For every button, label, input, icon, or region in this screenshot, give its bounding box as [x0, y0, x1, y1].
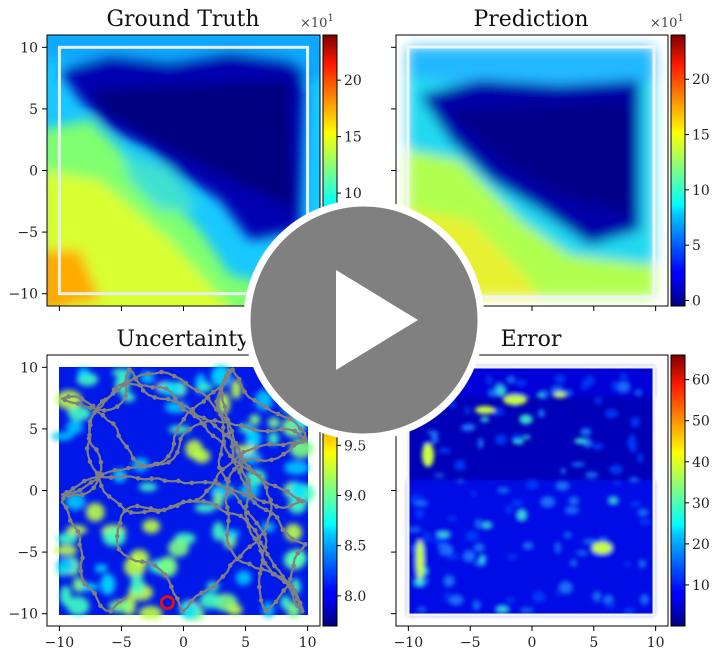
colorbar-tick-label: 8.0 — [344, 589, 366, 605]
colorbar-tick-label: 60 — [692, 373, 710, 389]
prediction-colorbar — [671, 35, 685, 306]
x-tick-label: 5 — [241, 635, 250, 650]
x-tick-label: 0 — [179, 635, 188, 650]
colorbar-tick-label: 30 — [692, 496, 710, 512]
y-tick-label: −5 — [17, 545, 38, 561]
prediction-colorbar-ticks: 0 5 10 15 20 — [685, 72, 710, 309]
y-tick-label: −10 — [8, 607, 38, 623]
colorbar-tick-label: 10 — [692, 183, 710, 199]
title-uncertainty: Uncertainty — [117, 327, 251, 352]
uncertainty-x-ticks: −10 −5 0 5 10 — [45, 626, 317, 650]
x-tick-label: −10 — [45, 635, 75, 650]
prediction-colorbar-exponent: ×101 — [650, 13, 684, 31]
colorbar-tick-label: 10 — [692, 578, 710, 594]
colorbar-tick-label: 15 — [692, 128, 710, 144]
error-x-ticks: −10 −5 0 5 10 — [394, 626, 665, 650]
colorbar-tick-label: 20 — [344, 73, 362, 89]
title-error: Error — [501, 327, 562, 352]
x-tick-label: 5 — [589, 635, 598, 650]
ground-truth-y-ticks: 10 5 0 −5 −10 — [8, 40, 47, 302]
x-tick-label: 10 — [647, 635, 665, 650]
y-tick-label: 0 — [29, 484, 38, 500]
x-tick-label: −5 — [460, 635, 481, 650]
play-button[interactable] — [247, 203, 481, 437]
colorbar-tick-label: 40 — [692, 455, 710, 471]
title-ground-truth: Ground Truth — [106, 7, 259, 32]
colorbar-tick-label: 9.5 — [344, 438, 366, 454]
x-tick-label: −10 — [394, 635, 424, 650]
ground-truth-colorbar-exponent: ×101 — [300, 13, 334, 31]
colorbar-tick-label: 8.5 — [344, 539, 366, 555]
y-tick-label: 5 — [29, 102, 38, 118]
colorbar-tick-label: 15 — [344, 130, 362, 146]
y-tick-label: 10 — [20, 40, 38, 56]
error-colorbar — [671, 355, 685, 626]
uncertainty-heatmap — [51, 365, 314, 621]
uncertainty-y-ticks: 10 5 0 −5 −10 — [8, 360, 47, 622]
x-tick-label: −5 — [111, 635, 132, 650]
y-tick-label: −10 — [8, 287, 38, 303]
y-tick-label: −5 — [17, 225, 38, 241]
y-tick-label: 10 — [20, 360, 38, 376]
colorbar-tick-label: 0 — [692, 293, 701, 309]
y-tick-label: 0 — [29, 164, 38, 180]
y-tick-label: 5 — [29, 422, 38, 438]
colorbar-tick-label: 50 — [692, 414, 710, 430]
x-tick-label: 10 — [299, 635, 317, 650]
colorbar-tick-label: 20 — [692, 72, 710, 88]
colorbar-tick-label: 5 — [692, 238, 701, 254]
colorbar-tick-label: 9.0 — [344, 489, 366, 505]
x-tick-label: 0 — [528, 635, 537, 650]
colorbar-tick-label: 20 — [692, 537, 710, 553]
title-prediction: Prediction — [473, 7, 588, 32]
error-colorbar-ticks: 10 20 30 40 50 60 — [685, 373, 710, 594]
